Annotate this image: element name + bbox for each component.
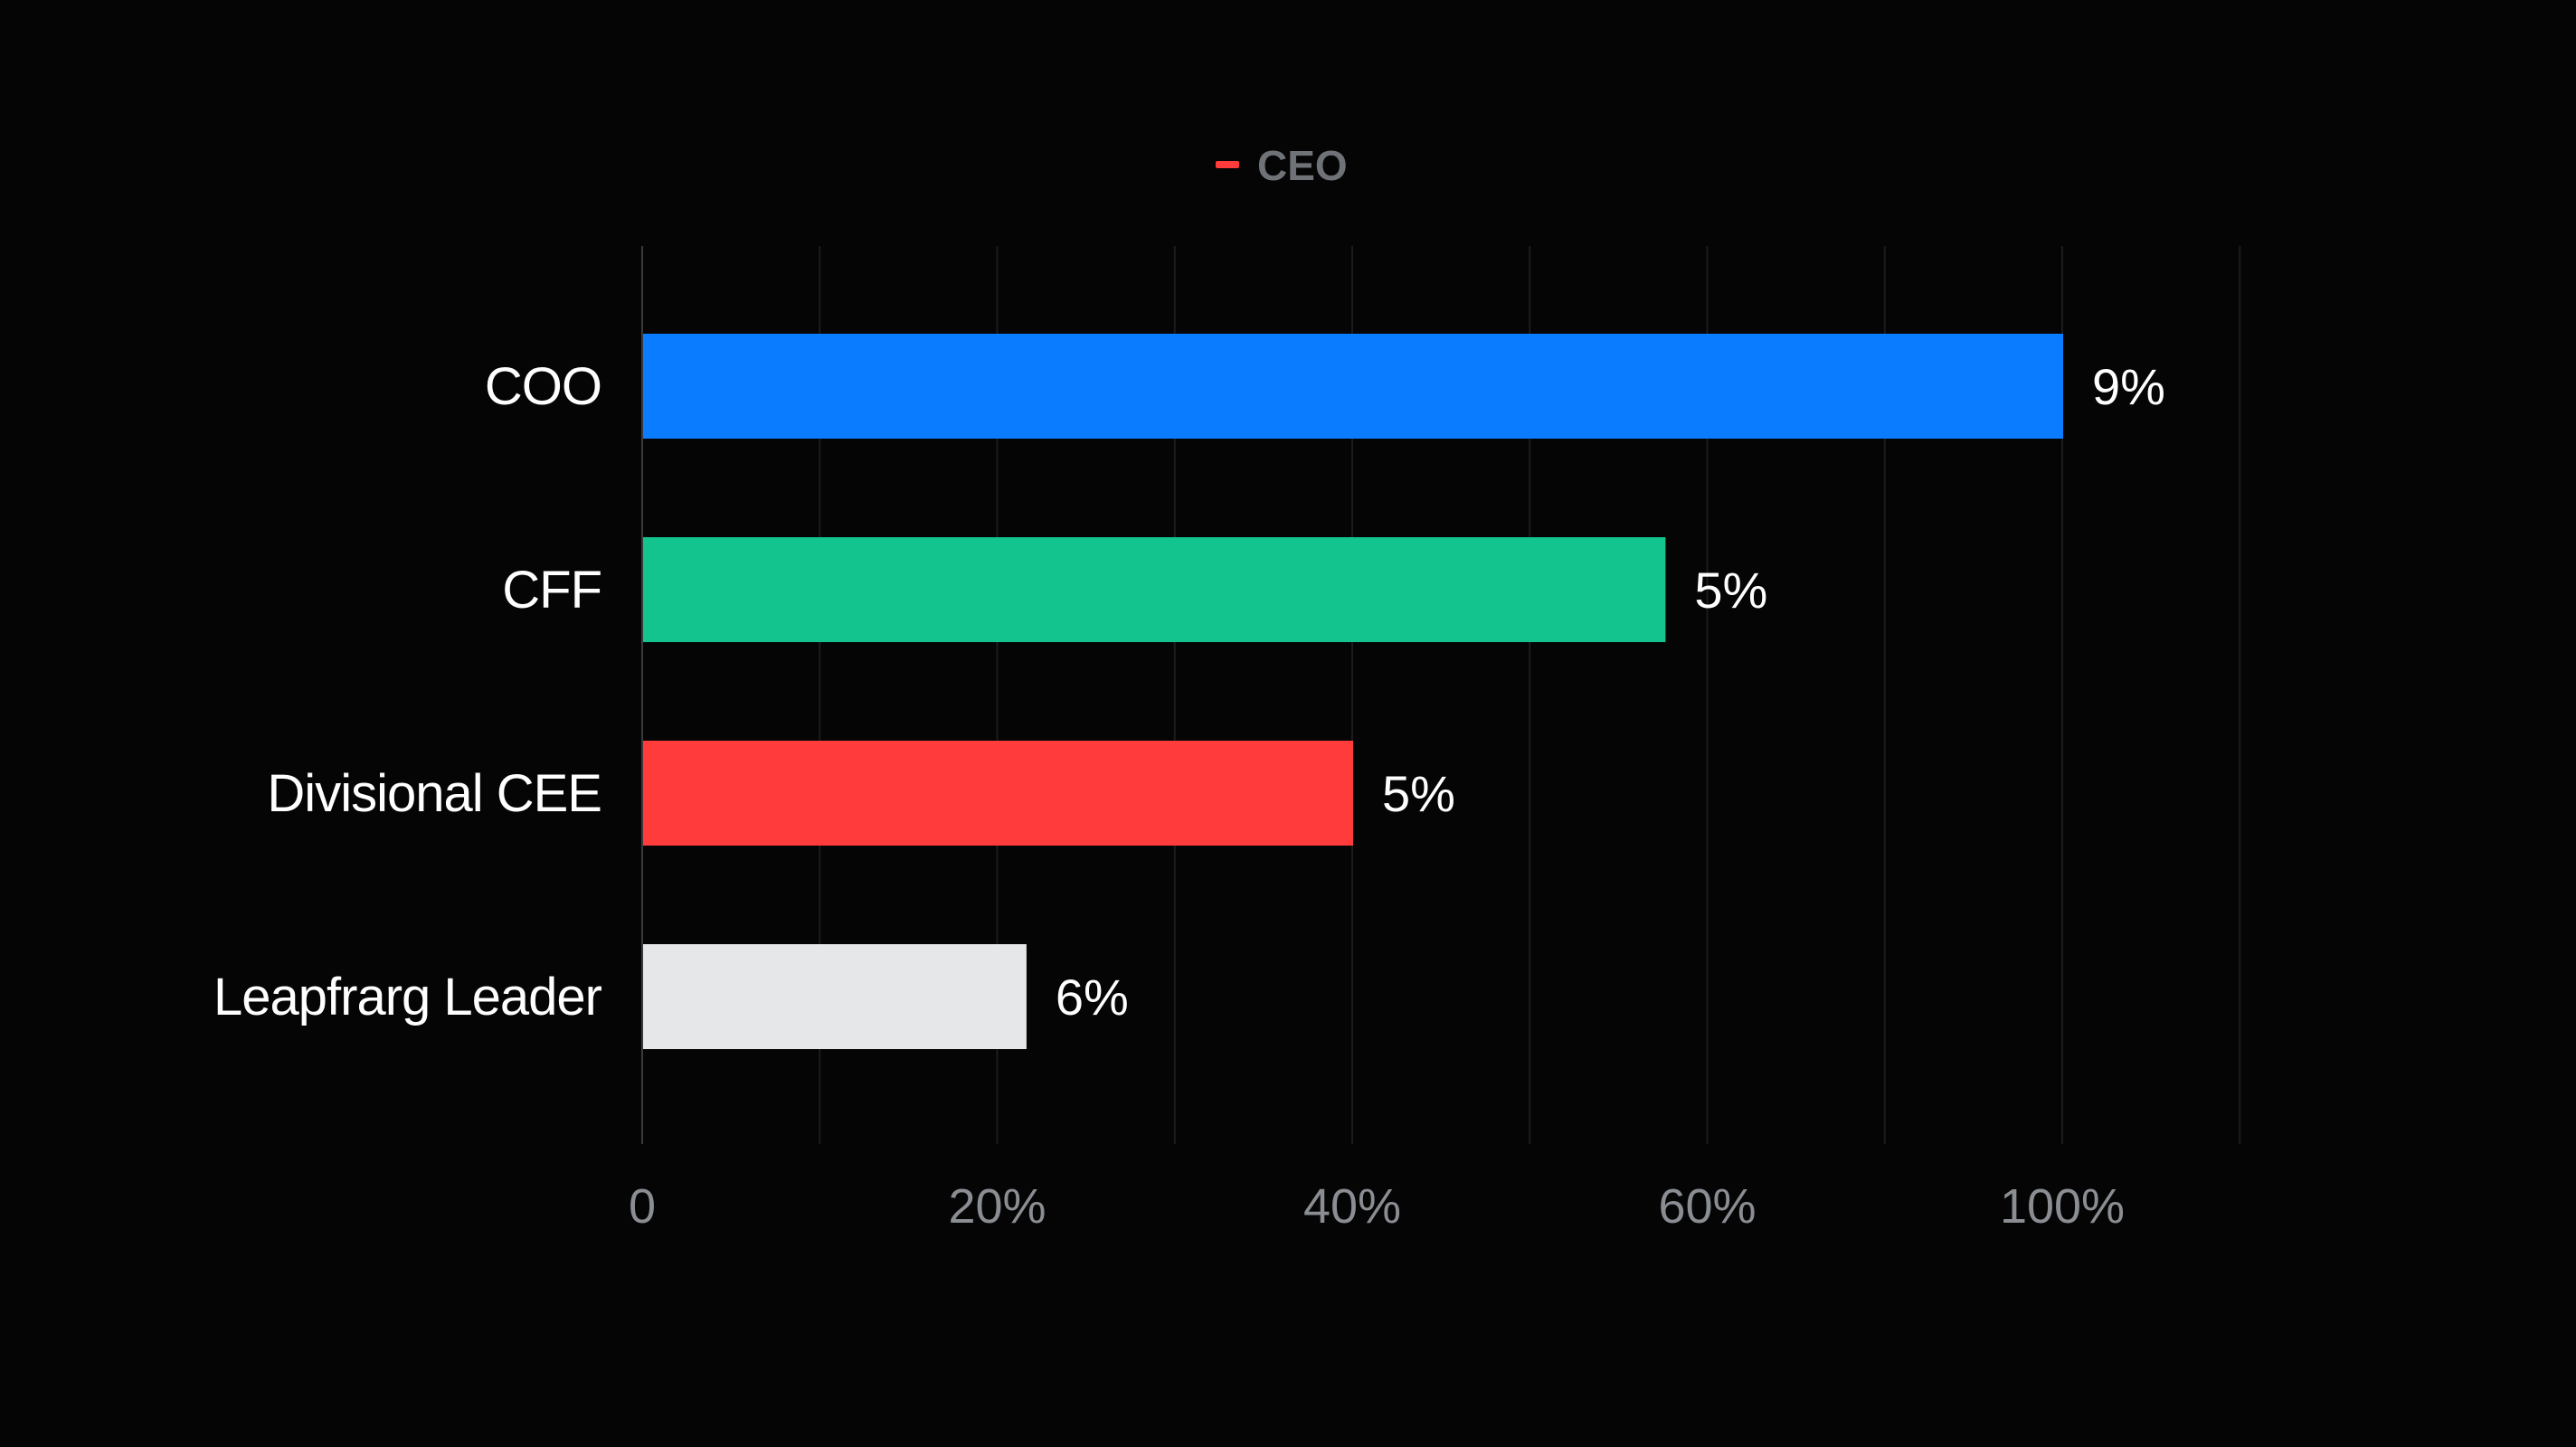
bar xyxy=(643,537,1666,642)
x-tick-label: 40% xyxy=(1303,1179,1401,1234)
category-label: Leapfrarg Leader xyxy=(213,968,602,1026)
x-tick-label: 100% xyxy=(2000,1179,2125,1234)
axis-layer: 0 20% 40% 60% 100% xyxy=(629,246,2125,1234)
data-label: 5% xyxy=(1382,765,1455,822)
legend-swatch xyxy=(1216,161,1239,168)
bar xyxy=(643,741,1353,846)
data-label: 6% xyxy=(1056,969,1129,1026)
legend-label: CEO xyxy=(1257,142,1348,189)
legend: CEO xyxy=(1216,142,1348,189)
x-tick-label: 60% xyxy=(1658,1179,1756,1234)
category-label: Divisional CEE xyxy=(267,764,601,823)
category-label: CFF xyxy=(502,561,601,619)
data-label: 9% xyxy=(2092,358,2165,415)
x-tick-label: 20% xyxy=(948,1179,1046,1234)
category-label: COO xyxy=(485,357,601,416)
bar xyxy=(643,944,1027,1049)
data-label: 5% xyxy=(1694,562,1767,619)
bar-layer: COO 9% CFF 5% Divisional CEE 5% Leapfrarg Lead… xyxy=(213,334,2165,1049)
bar xyxy=(643,334,2063,439)
x-tick-label: 0 xyxy=(629,1179,656,1234)
